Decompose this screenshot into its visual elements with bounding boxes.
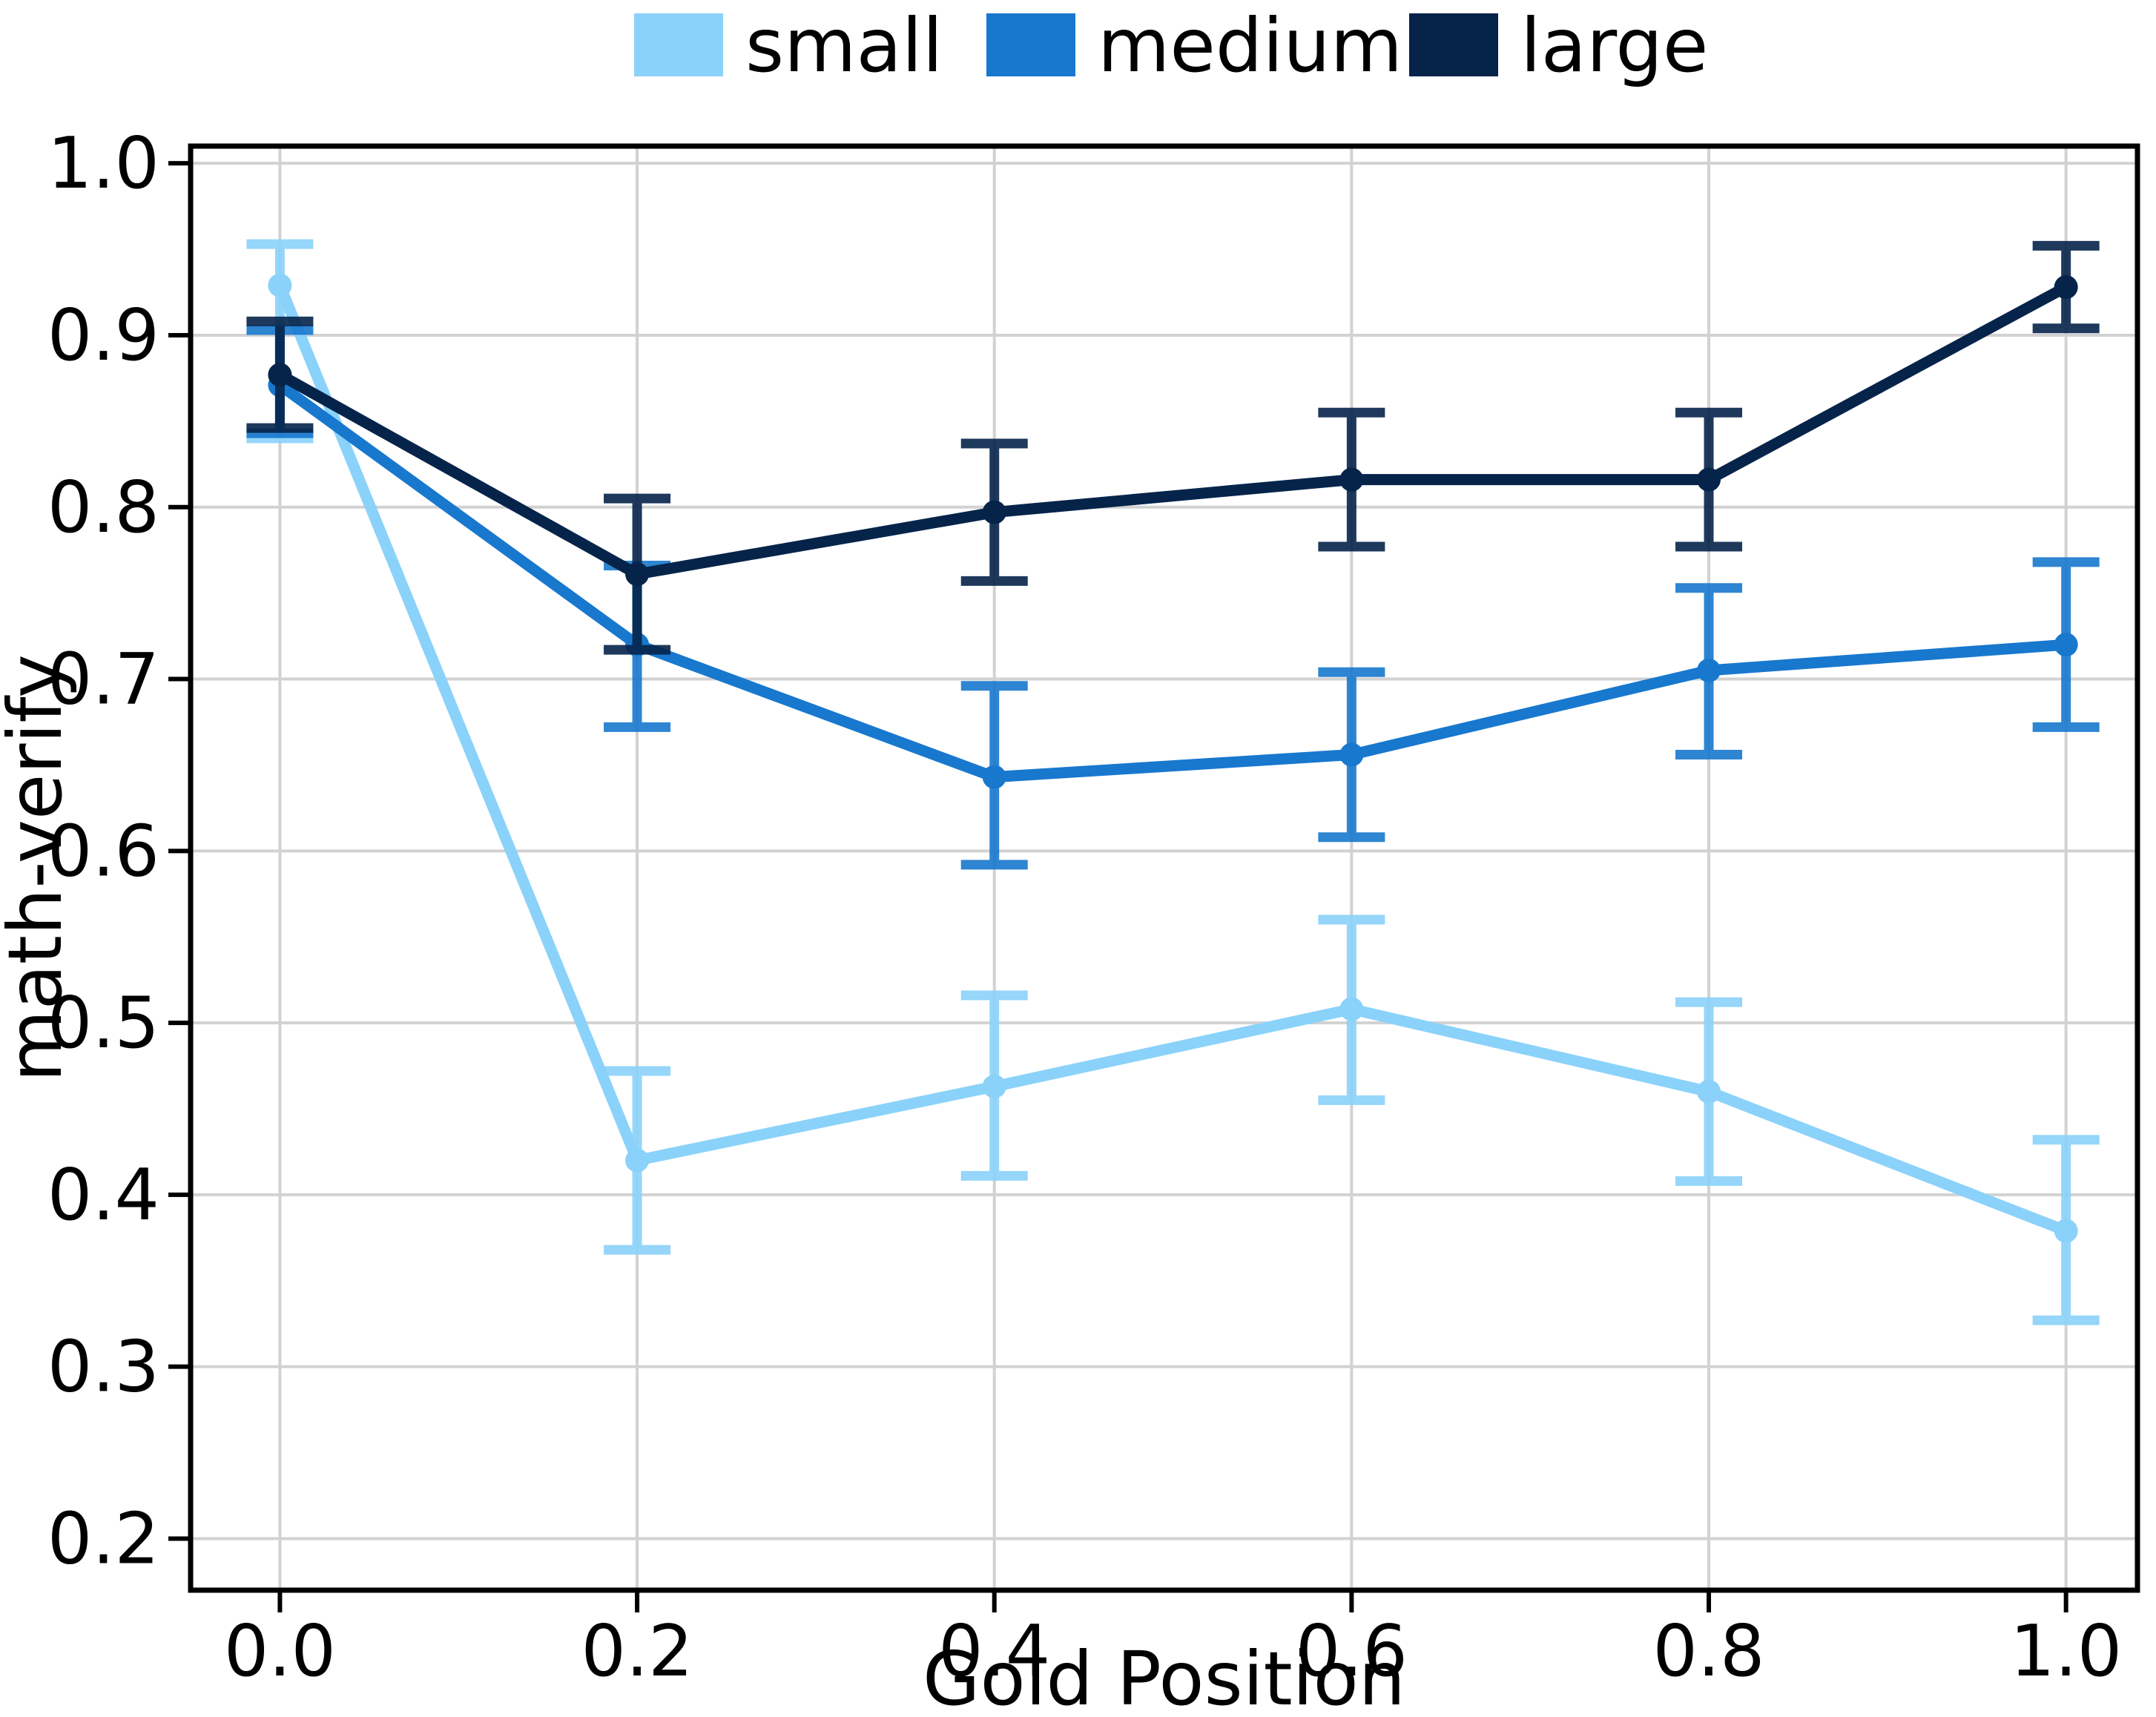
legend-swatch-large — [1409, 13, 1498, 76]
data-point-large — [982, 500, 1006, 524]
gridlines — [191, 146, 2137, 1590]
legend-item-large: large — [1409, 2, 1708, 89]
y-tick-label: 1.0 — [47, 123, 159, 205]
axes-border — [188, 143, 2140, 1593]
data-point-small — [268, 273, 292, 297]
legend: small medium large — [634, 2, 1708, 89]
data-point-medium — [1339, 742, 1364, 767]
y-axis-label: math-verify — [0, 654, 79, 1082]
axis-ticks: 0.0 0.2 0.4 0.6 0.8 1.0 0.2 0.3 0.4 0.5 0.6 0.7 0.8 0… — [47, 123, 2122, 1693]
y-tick-label: 0.6 — [47, 811, 159, 892]
series-line-medium — [274, 379, 2072, 783]
data-point-medium — [982, 765, 1006, 789]
y-tick-label: 0.5 — [47, 983, 159, 1064]
legend-swatch-medium — [986, 13, 1075, 76]
data-point-large — [268, 363, 292, 387]
data-point-small — [1697, 1079, 1721, 1104]
data-point-large — [1339, 467, 1364, 492]
x-tick-label: 0.0 — [224, 1611, 336, 1693]
x-tick-label: 1.0 — [2010, 1611, 2122, 1693]
data-point-small — [982, 1074, 1006, 1098]
x-tick-label: 0.4 — [938, 1611, 1050, 1693]
legend-label-small: small — [745, 2, 943, 89]
data-point-large — [625, 562, 650, 587]
y-tick-label: 0.8 — [47, 467, 159, 549]
x-tick-label: 0.8 — [1652, 1611, 1764, 1693]
legend-label-medium: medium — [1098, 2, 1402, 89]
data-point-small — [2054, 1219, 2078, 1243]
data-point-small — [625, 1148, 650, 1173]
data-point-large — [2054, 275, 2078, 300]
series-small — [246, 239, 2100, 1325]
legend-item-medium: medium — [986, 2, 1402, 89]
legend-swatch-small — [634, 13, 723, 76]
legend-label-large: large — [1520, 2, 1708, 89]
error-bars-medium — [246, 325, 2100, 870]
series-medium — [246, 325, 2100, 870]
y-tick-label: 0.9 — [47, 295, 159, 377]
series-line-small — [274, 280, 2072, 1237]
series-large — [246, 240, 2100, 655]
legend-item-small: small — [634, 2, 943, 89]
x-axis-label: Gold Position — [923, 1635, 1405, 1714]
data-point-large — [1697, 467, 1721, 492]
error-bars-large — [246, 240, 2100, 655]
y-tick-label: 0.2 — [47, 1498, 159, 1580]
data-point-medium — [2054, 633, 2078, 657]
data-point-medium — [1697, 658, 1721, 682]
y-tick-label: 0.4 — [47, 1155, 159, 1236]
x-tick-label: 0.2 — [581, 1611, 693, 1693]
error-bars-small — [246, 239, 2100, 1325]
x-tick-label: 0.6 — [1296, 1611, 1408, 1693]
series-line-large — [274, 281, 2072, 580]
y-tick-label: 0.3 — [47, 1327, 159, 1408]
data-point-small — [1339, 997, 1364, 1021]
y-tick-label: 0.7 — [47, 639, 159, 721]
